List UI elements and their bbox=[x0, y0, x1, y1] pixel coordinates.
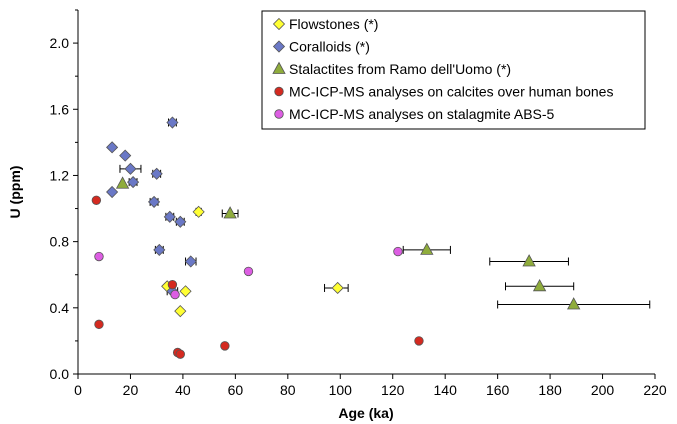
data-point-series-2 bbox=[153, 243, 166, 256]
data-point-series-3 bbox=[115, 176, 130, 189]
data-point-series-2 bbox=[124, 162, 137, 175]
x-tick-label: 20 bbox=[123, 382, 139, 398]
data-markers bbox=[91, 116, 581, 359]
x-tick-label: 80 bbox=[280, 382, 296, 398]
y-tick-label: 1.2 bbox=[50, 167, 70, 183]
data-point-series-2 bbox=[163, 210, 176, 223]
data-point-series-2 bbox=[119, 149, 132, 162]
data-point-series-2 bbox=[150, 167, 163, 180]
x-tick-label: 180 bbox=[538, 382, 562, 398]
y-axis-title: U (ppm) bbox=[7, 166, 23, 219]
y-tick-label: 0.0 bbox=[50, 366, 70, 382]
legend-label-3: Stalactites from Ramo dell'Uomo (*) bbox=[289, 61, 511, 77]
x-axis-ticks: 0 20 40 60 80 100 120 140 160 180 200 220 bbox=[74, 374, 667, 398]
x-tick-label: 200 bbox=[591, 382, 615, 398]
data-point-series-3 bbox=[567, 297, 581, 310]
data-point-series-2 bbox=[147, 195, 161, 208]
data-point-series-4 bbox=[167, 279, 178, 290]
legend-label-4: MC-ICP-MS analyses on calcites over huma… bbox=[289, 84, 613, 100]
legend-label-2: Coralloids (*) bbox=[289, 39, 370, 55]
x-tick-label: 100 bbox=[329, 382, 353, 398]
data-point-series-1 bbox=[192, 205, 205, 218]
legend-marker-5 bbox=[274, 109, 284, 119]
x-axis-title: Age (ka) bbox=[338, 405, 393, 421]
x-tick-label: 60 bbox=[228, 382, 244, 398]
y-axis-ticks: 0.0 0.4 0.8 1.2 1.6 2.0 bbox=[50, 9, 78, 382]
data-point-series-3 bbox=[532, 278, 547, 292]
data-point-series-3 bbox=[420, 242, 434, 255]
data-point-series-4 bbox=[414, 336, 424, 346]
x-tick-label: 160 bbox=[486, 382, 510, 398]
data-point-series-1 bbox=[174, 305, 187, 318]
data-point-series-4 bbox=[94, 319, 104, 330]
data-point-series-5 bbox=[243, 266, 254, 277]
legend-marker-1 bbox=[272, 17, 286, 31]
y-tick-label: 0.8 bbox=[50, 234, 70, 250]
y-tick-label: 1.6 bbox=[50, 101, 70, 117]
data-point-series-1 bbox=[179, 285, 192, 298]
data-point-series-5 bbox=[393, 246, 403, 257]
legend-marker-4 bbox=[274, 86, 284, 97]
axes bbox=[77, 10, 655, 375]
x-tick-label: 40 bbox=[175, 382, 191, 398]
legend-marker-3 bbox=[272, 61, 286, 74]
data-point-series-4 bbox=[220, 341, 230, 351]
y-tick-label: 0.4 bbox=[50, 300, 70, 316]
legend-marker-2 bbox=[272, 40, 286, 53]
data-point-series-2 bbox=[127, 176, 140, 189]
x-tick-label: 220 bbox=[643, 382, 667, 398]
x-tick-label: 140 bbox=[434, 382, 458, 398]
legend-label-1: Flowstones (*) bbox=[289, 16, 378, 32]
data-point-series-3 bbox=[522, 254, 536, 267]
data-point-series-2 bbox=[106, 141, 119, 154]
data-point-series-2 bbox=[166, 116, 179, 129]
data-point-series-4 bbox=[91, 195, 102, 205]
legend: Flowstones (*) Coralloids (*) Stalactites … bbox=[261, 10, 646, 130]
data-point-series-5 bbox=[94, 251, 104, 262]
data-point-series-1 bbox=[331, 281, 344, 295]
data-point-series-2 bbox=[106, 185, 119, 199]
data-point-series-2 bbox=[184, 255, 197, 268]
data-point-series-2 bbox=[174, 215, 187, 228]
data-point-series-3 bbox=[223, 206, 237, 219]
y-tick-label: 2.0 bbox=[50, 35, 70, 51]
legend-box bbox=[261, 10, 646, 130]
data-point-series-4 bbox=[175, 349, 185, 359]
data-point-series-5 bbox=[170, 289, 180, 300]
legend-label-5: MC-ICP-MS analyses on stalagmite ABS-5 bbox=[289, 106, 555, 122]
x-tick-label: 120 bbox=[381, 382, 405, 398]
x-tick-label: 0 bbox=[74, 382, 82, 398]
